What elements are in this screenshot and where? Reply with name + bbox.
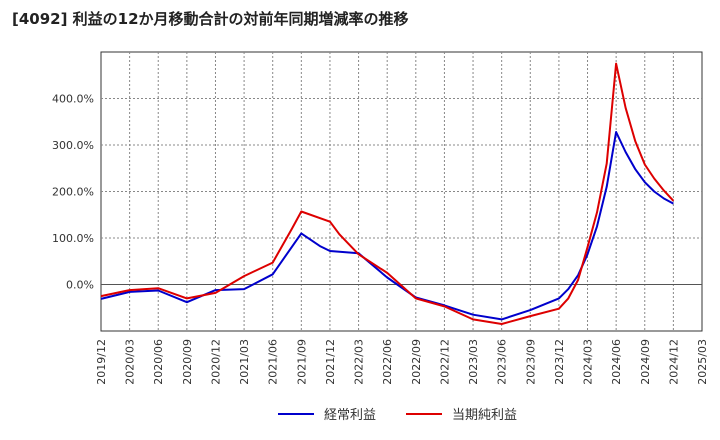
- x-tick-label: 2022/06: [381, 339, 394, 385]
- chart-title: [4092] 利益の12か月移動合計の対前年同期増減率の推移: [12, 10, 409, 28]
- x-tick-label: 2025/03: [696, 339, 709, 385]
- x-tick-label: 2021/03: [238, 339, 251, 385]
- x-tick-label: 2021/12: [324, 339, 337, 385]
- x-tick-label: 2023/06: [496, 339, 509, 385]
- x-tick-label: 2021/06: [267, 339, 280, 385]
- x-tick-label: 2023/09: [524, 339, 537, 385]
- legend-item-junrieki: 当期純利益: [406, 404, 517, 423]
- legend: 経常利益 当期純利益: [0, 404, 720, 428]
- legend-swatch-keijo: [278, 412, 314, 415]
- x-tick-label: 2022/03: [353, 339, 366, 385]
- x-tick-label: 2019/12: [95, 339, 108, 385]
- x-tick-label: 2020/12: [209, 339, 222, 385]
- y-tick-label: 100.0%: [52, 232, 94, 245]
- x-tick-label: 2020/03: [124, 339, 137, 385]
- x-tick-label: 2024/12: [667, 339, 680, 385]
- x-tick-label: 2022/12: [438, 339, 451, 385]
- x-tick-label: 2022/09: [410, 339, 423, 385]
- x-tick-label: 2023/03: [467, 339, 480, 385]
- y-tick-label: 400.0%: [52, 93, 94, 106]
- legend-item-keijo: 経常利益: [278, 404, 376, 423]
- x-tick-label: 2024/09: [639, 339, 652, 385]
- x-tick-label: 2021/09: [295, 339, 308, 385]
- x-tick-label: 2020/06: [152, 339, 165, 385]
- chart-svg: 0.0% 100.0% 200.0% 300.0% 400.0% 2019/12 2020/…: [52, 51, 709, 385]
- y-tick-label: 0.0%: [66, 279, 94, 292]
- legend-label-junrieki: 当期純利益: [452, 408, 518, 423]
- x-tick-label: 2023/12: [553, 339, 566, 385]
- x-tick-label: 2024/06: [610, 339, 623, 385]
- series-line-1: [100, 62, 675, 325]
- x-tick-label: 2020/09: [181, 339, 194, 385]
- x-tick-label: 2024/03: [582, 339, 595, 385]
- y-tick-label: 200.0%: [52, 186, 94, 199]
- legend-label-keijo: 経常利益: [324, 408, 377, 423]
- legend-swatch-junrieki: [406, 412, 442, 415]
- series-line-0: [100, 131, 674, 321]
- y-tick-label: 300.0%: [52, 139, 94, 152]
